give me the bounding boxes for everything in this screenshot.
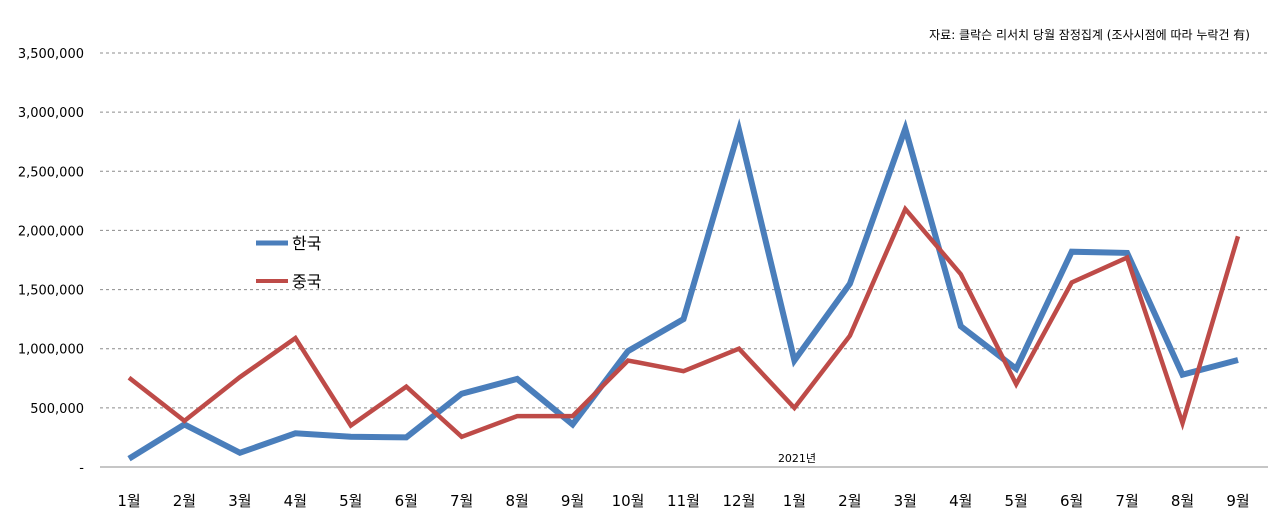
series-lines (127, 118, 1241, 462)
x-tick-label: 2월 (838, 492, 861, 510)
x-tick-label: 3월 (228, 492, 251, 510)
x-tick-label: 8월 (505, 492, 528, 510)
y-tick-label: 500,000 (30, 402, 84, 417)
x-tick-label: 7월 (1115, 492, 1138, 510)
x-tick-label: 3월 (894, 492, 917, 510)
x-tick-label: 5월 (1005, 492, 1028, 510)
x-tick-label: 12월 (723, 492, 756, 510)
y-tick-label: 1,000,000 (18, 343, 84, 358)
source-note: 자료: 클락슨 리서치 당월 잠정집계 (조사시점에 따라 누락건 有) (929, 28, 1250, 42)
y-tick-label: - (79, 461, 84, 476)
gridlines (100, 52, 1268, 409)
y-tick-label: 3,000,000 (18, 106, 84, 121)
x-tick-label: 1월 (783, 492, 806, 510)
y-tick-label: 1,500,000 (18, 284, 84, 299)
x-tick-label: 8월 (1171, 492, 1194, 510)
x-tick-label: 4월 (284, 492, 307, 510)
x-tick-label: 6월 (1060, 492, 1083, 510)
x-axis: 1월 2월 3월 4월 5월 6월 7월 8월 9월 10월 11월 12월 1월 2월 3월 4월 5월 6월 7… (100, 466, 1268, 510)
x-tick-label: 9월 (561, 492, 584, 510)
x-tick-label: 11월 (667, 492, 700, 510)
series-line-1 (127, 204, 1241, 440)
y-axis: - 500,000 1,000,000 1,500,000 2,000,000 2,500… (18, 47, 84, 476)
legend-label: 중국 (292, 272, 321, 291)
x-tick-label: 4월 (949, 492, 972, 510)
y-tick-label: 2,000,000 (18, 224, 84, 239)
x-tick-label: 7월 (450, 492, 473, 510)
x-tick-label: 6월 (395, 492, 418, 510)
x-tick-label: 2월 (173, 492, 196, 510)
year-annotation: 2021년 (778, 452, 816, 465)
x-tick-label: 5월 (339, 492, 362, 510)
x-tick-label: 9월 (1226, 492, 1249, 510)
x-tick-label: 1월 (117, 492, 140, 510)
legend-label: 한국 (292, 234, 321, 253)
y-tick-label: 3,500,000 (18, 47, 84, 62)
y-tick-label: 2,500,000 (18, 165, 84, 180)
x-tick-label: 10월 (612, 492, 645, 510)
series-line-0 (127, 118, 1239, 462)
